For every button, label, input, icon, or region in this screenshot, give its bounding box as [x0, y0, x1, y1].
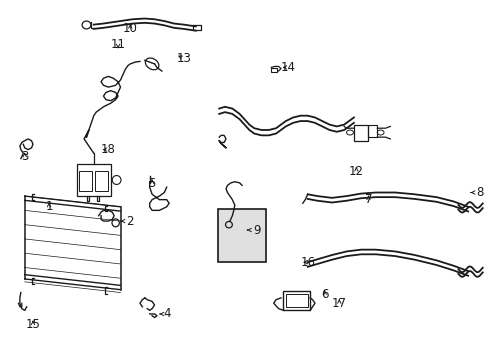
- Text: 5: 5: [148, 177, 156, 190]
- Text: 8: 8: [470, 186, 483, 199]
- Bar: [368, 125, 376, 137]
- Text: 3: 3: [21, 150, 28, 163]
- Text: 10: 10: [122, 22, 138, 35]
- Text: 4: 4: [160, 307, 170, 320]
- Bar: [77, 164, 111, 196]
- Text: 14: 14: [280, 61, 295, 74]
- Text: 11: 11: [110, 38, 125, 51]
- Bar: [353, 125, 367, 141]
- Text: 7: 7: [364, 193, 371, 206]
- Text: 18: 18: [101, 143, 116, 156]
- Text: 15: 15: [25, 318, 41, 331]
- Text: 13: 13: [176, 52, 191, 65]
- Text: 1: 1: [45, 200, 53, 213]
- Text: 12: 12: [348, 165, 363, 177]
- Bar: [285, 294, 307, 307]
- Text: 16: 16: [300, 256, 315, 269]
- Text: 9: 9: [247, 224, 260, 237]
- Bar: [79, 171, 92, 191]
- Bar: [95, 171, 108, 191]
- Bar: [217, 208, 266, 262]
- Text: 17: 17: [331, 297, 346, 310]
- Bar: [271, 68, 277, 72]
- Text: 2: 2: [121, 215, 134, 228]
- Bar: [283, 291, 309, 310]
- Text: 6: 6: [320, 288, 328, 301]
